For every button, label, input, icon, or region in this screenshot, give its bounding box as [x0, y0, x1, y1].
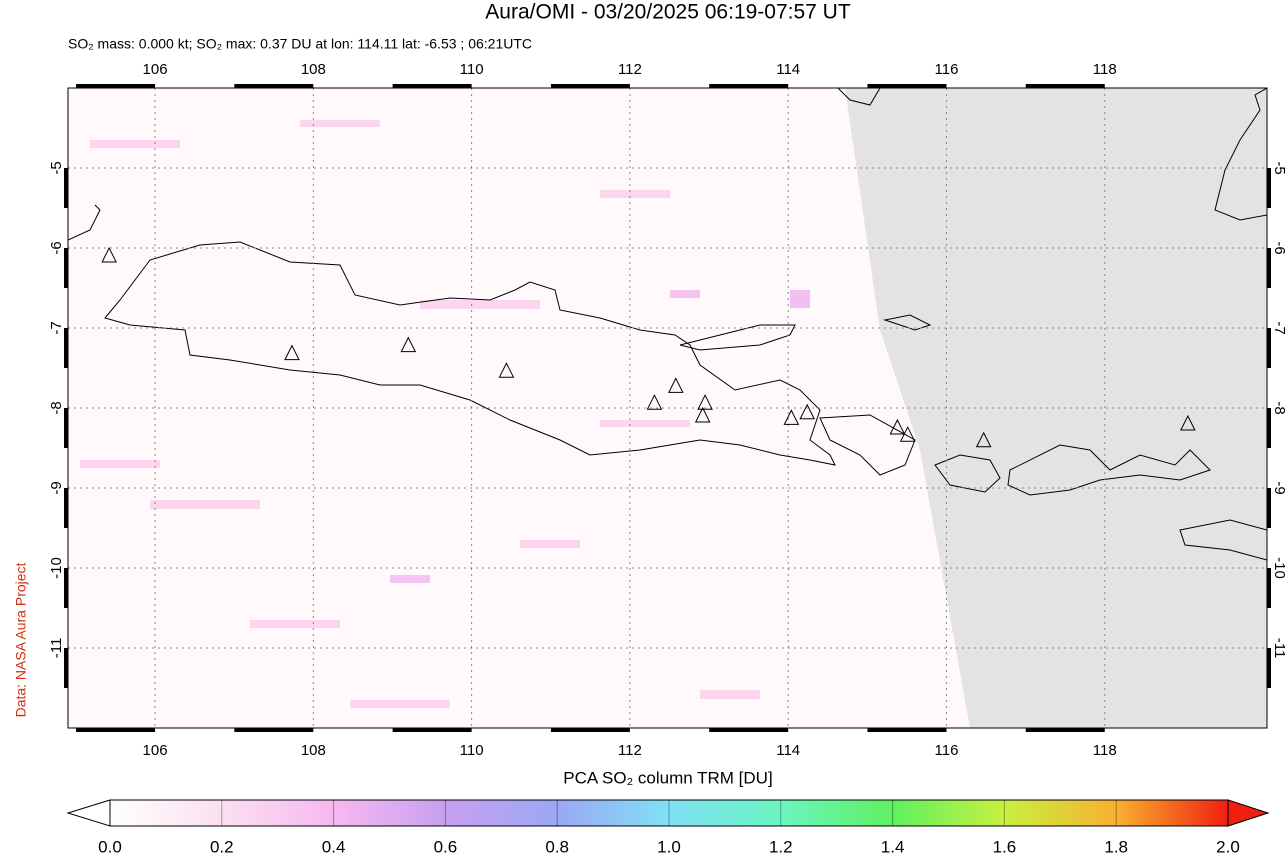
volcano — [498, 362, 515, 378]
frame-segment — [1267, 328, 1271, 368]
x-tick-label: 110 — [460, 742, 484, 759]
volcano — [799, 403, 815, 420]
frame-segment — [234, 728, 314, 732]
colorbar-label: PCA SO₂ column TRM [DU] — [563, 768, 772, 787]
x-tick-label: 106 — [143, 742, 168, 759]
frame-segment — [234, 84, 314, 88]
frame-segment — [64, 248, 68, 288]
frame-segment — [392, 728, 472, 732]
frame-segment — [709, 728, 789, 732]
colorbar-tick-label: 1.0 — [657, 837, 681, 855]
y-tick-label: -11 — [48, 638, 65, 659]
volcano — [1180, 414, 1196, 431]
colorbar-tick-label: 0.8 — [545, 837, 569, 855]
frame-segment — [1267, 248, 1271, 288]
y-tick-label: -5 — [1271, 161, 1288, 174]
frame-segment — [64, 168, 68, 208]
frame-segment — [1267, 648, 1271, 688]
x-tick-label: 114 — [776, 61, 800, 78]
colorbar-tick-label: 0.0 — [98, 837, 122, 855]
x-tick-label: 108 — [301, 61, 326, 78]
frame-segment — [550, 84, 630, 88]
x-tick-label: 112 — [618, 61, 642, 78]
x-tick-label: 116 — [935, 742, 959, 759]
so2-streaks — [80, 120, 810, 708]
volcano — [694, 406, 711, 423]
frame-segment — [867, 84, 947, 88]
subtitle: SO₂ mass: 0.000 kt; SO₂ max: 0.37 DU at … — [68, 36, 532, 52]
y-tick-label: -9 — [1271, 481, 1288, 494]
frame-segment — [64, 648, 68, 688]
volcano — [783, 409, 800, 425]
y-tick-label: -8 — [48, 401, 65, 414]
x-tick-label: 114 — [776, 742, 800, 759]
credit: Data: NASA Aura Project — [13, 562, 29, 717]
colorbar-tick-label: 1.8 — [1104, 837, 1128, 855]
frame-segment — [550, 728, 630, 732]
frame-segment — [1267, 168, 1271, 208]
volcano — [101, 246, 117, 263]
y-tick-label: -7 — [1271, 321, 1288, 334]
frame-segment — [1267, 568, 1271, 608]
frame-segment — [64, 488, 68, 528]
colorbar-tick-label: 1.4 — [881, 837, 905, 855]
colorbar-tick-label: 0.4 — [322, 837, 346, 855]
frame-segment — [709, 84, 789, 88]
frame-segment — [392, 84, 472, 88]
colorbar-tick-label: 2.0 — [1216, 837, 1240, 855]
y-tick-label: -11 — [1271, 638, 1288, 659]
frame-segment — [1267, 488, 1271, 528]
y-tick-label: -10 — [1271, 557, 1288, 579]
frame-segment — [64, 568, 68, 608]
frame-segment — [64, 408, 68, 448]
colorbar-high-arrow — [1227, 799, 1270, 827]
x-tick-label: 116 — [935, 61, 959, 78]
frame-segment — [76, 728, 156, 732]
colorbar-tick-label: 0.6 — [434, 837, 458, 855]
volcano — [889, 418, 906, 435]
x-tick-label: 118 — [1093, 61, 1117, 78]
y-tick-label: -7 — [48, 321, 65, 334]
y-tick-label: -10 — [48, 557, 65, 579]
volcano — [697, 394, 713, 410]
volcano — [284, 344, 300, 361]
frame-segment — [1025, 84, 1105, 88]
volcano — [668, 377, 684, 393]
map-area — [68, 88, 1267, 728]
volcano — [975, 431, 992, 448]
frame-segment — [64, 328, 68, 368]
x-tick-label: 112 — [618, 742, 642, 759]
coastlines — [68, 88, 1267, 561]
colorbar-tick-label: 1.6 — [993, 837, 1017, 855]
frame-segment — [1025, 728, 1105, 732]
volcano — [646, 394, 663, 410]
title: Aura/OMI - 03/20/2025 06:19-07:57 UT — [485, 1, 851, 24]
y-tick-label: -6 — [1271, 241, 1288, 254]
x-tick-label: 110 — [460, 61, 484, 78]
colorbar-tick-label: 0.2 — [210, 837, 234, 855]
colorbar-tick-label: 1.2 — [769, 837, 793, 855]
volcano — [400, 336, 417, 353]
x-tick-label: 108 — [301, 742, 326, 759]
frame-segment — [867, 728, 947, 732]
frame-segment — [76, 84, 156, 88]
volcano — [899, 426, 916, 442]
y-tick-label: -8 — [1271, 401, 1288, 414]
y-tick-label: -9 — [48, 481, 65, 494]
y-tick-label: -6 — [48, 241, 65, 254]
x-tick-label: 118 — [1093, 742, 1117, 759]
y-tick-label: -5 — [48, 161, 65, 174]
colorbar-low-arrow — [66, 799, 111, 827]
frame-segment — [1267, 408, 1271, 448]
x-tick-label: 106 — [143, 61, 168, 78]
